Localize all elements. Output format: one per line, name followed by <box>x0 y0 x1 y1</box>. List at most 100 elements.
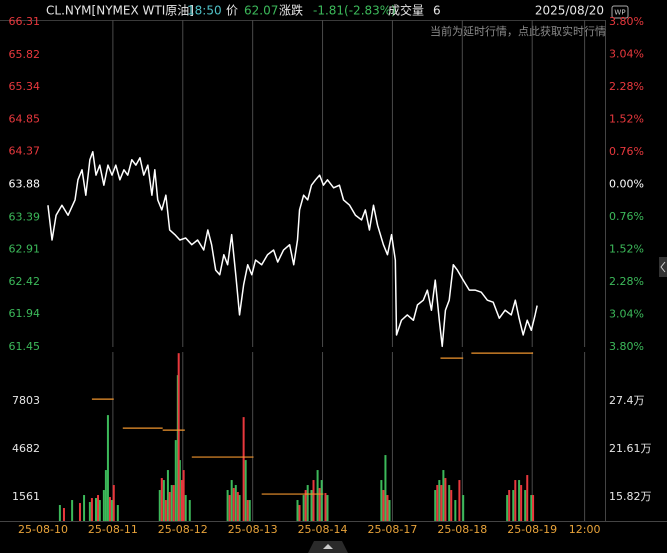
volume-bar <box>506 495 509 521</box>
price: 62.07 <box>244 4 278 18</box>
time: 18:50 <box>187 4 222 18</box>
y-tick-label: 61.94 <box>9 307 41 320</box>
volume-bar <box>246 500 249 521</box>
y2-tick-label: 3.80% <box>609 15 644 28</box>
volume-bar <box>184 495 187 521</box>
y2-tick-label: 3.04% <box>609 308 644 321</box>
y-tick-label: 1561 <box>12 490 40 503</box>
change: -1.81(-2.83%) <box>313 4 396 18</box>
volume-bar <box>382 490 385 521</box>
volume-bar <box>518 480 521 521</box>
y-tick-label: 4682 <box>12 442 40 455</box>
volume-bar <box>248 500 251 521</box>
volume-bar <box>234 485 237 521</box>
volume: 6 <box>433 4 441 18</box>
volume-bar <box>298 505 301 521</box>
y2-tick-label: 1.52% <box>609 243 644 256</box>
symbol: CL.NYM[NYMEX WTI原油] <box>46 4 194 18</box>
volume-bar <box>508 490 511 521</box>
volume-bar <box>170 485 173 521</box>
y2-tick-label: 21.61万 <box>609 442 652 455</box>
volume-bar <box>78 503 81 521</box>
volume-bar <box>228 495 231 521</box>
volume-bar <box>306 485 309 521</box>
volume-bar <box>166 470 169 521</box>
volume-bar <box>164 500 167 521</box>
volume-bar <box>177 353 180 521</box>
y2-tick-label: 1.52% <box>609 113 644 126</box>
price-line <box>47 150 538 348</box>
y-tick-label: 64.85 <box>9 113 41 126</box>
x-tick-label: 25-08-10 <box>18 523 68 536</box>
volume-bar <box>104 470 107 521</box>
volume-bar <box>116 505 119 521</box>
volume-bar <box>438 480 441 521</box>
volume-bar <box>182 470 185 521</box>
side-tab[interactable] <box>659 257 667 277</box>
volume-bar <box>178 460 181 521</box>
volume-bar <box>174 440 177 521</box>
x-tick-label: 25-08-19 <box>507 523 557 536</box>
volume-bar <box>58 505 61 521</box>
badge[interactable]: WP <box>614 9 625 17</box>
y-tick-label: 65.34 <box>9 80 41 93</box>
volume-bar <box>440 485 443 521</box>
volume-bar <box>94 498 97 521</box>
y-tick-label: 65.82 <box>9 48 41 61</box>
volume-bar <box>442 470 445 521</box>
volume-bar <box>384 455 387 521</box>
y2-tick-label: 3.80% <box>609 340 644 353</box>
volume-bar <box>97 495 100 521</box>
y-tick-label: 63.88 <box>9 178 41 191</box>
volume-bar <box>458 480 461 521</box>
volume-bar <box>312 480 315 521</box>
volume-bar <box>180 480 183 521</box>
volume-bar <box>450 490 453 521</box>
volume-bar <box>238 495 241 521</box>
y2-tick-label: 2.28% <box>609 275 644 288</box>
x-tick-label: 25-08-12 <box>158 523 208 536</box>
volume-bar <box>444 478 447 521</box>
volume-bar <box>230 480 233 521</box>
volume-bar <box>108 497 111 521</box>
volume-bar <box>514 480 517 521</box>
volume-bar <box>532 495 535 521</box>
volume-bar <box>168 492 171 521</box>
x-tick-label: 25-08-17 <box>367 523 417 536</box>
volume-bar <box>158 490 161 521</box>
delay-notice[interactable]: 当前为延时行情，点此获取实时行情 <box>430 24 606 38</box>
volume-bar <box>111 500 114 521</box>
volume-bar <box>434 490 437 521</box>
price-label: 价 <box>226 4 238 18</box>
volume-bar <box>244 460 247 521</box>
volume-bar <box>71 500 74 521</box>
x-tick-label: 25-08-13 <box>228 523 278 536</box>
y-tick-label: 63.39 <box>9 210 41 223</box>
volume-bar <box>302 495 305 521</box>
volume-bar <box>296 500 299 521</box>
volume-bar <box>448 485 451 521</box>
side-tab-arrow <box>660 261 666 273</box>
volume-bar <box>83 495 86 521</box>
y2-tick-label: 0.76% <box>609 145 644 158</box>
date: 2025/08/20 <box>535 4 604 18</box>
volume-bar <box>318 488 321 521</box>
volume-bar <box>102 490 105 521</box>
y2-tick-label: 0.00% <box>609 178 644 191</box>
volume-bar <box>326 495 329 521</box>
y2-tick-label: 27.4万 <box>609 394 645 407</box>
volume-bar <box>526 475 529 521</box>
volume-bar <box>232 488 235 521</box>
volume-bar <box>462 495 465 521</box>
badge-frame[interactable] <box>611 5 629 19</box>
y-tick-label: 66.31 <box>9 15 41 28</box>
volume-bar <box>62 508 65 521</box>
x-tick-label: 12:00 <box>569 523 601 536</box>
y2-tick-label: 2.28% <box>609 80 644 93</box>
volume-bar <box>88 502 91 521</box>
y-tick-label: 62.42 <box>9 275 41 288</box>
change-label: 涨跌 <box>279 3 303 18</box>
